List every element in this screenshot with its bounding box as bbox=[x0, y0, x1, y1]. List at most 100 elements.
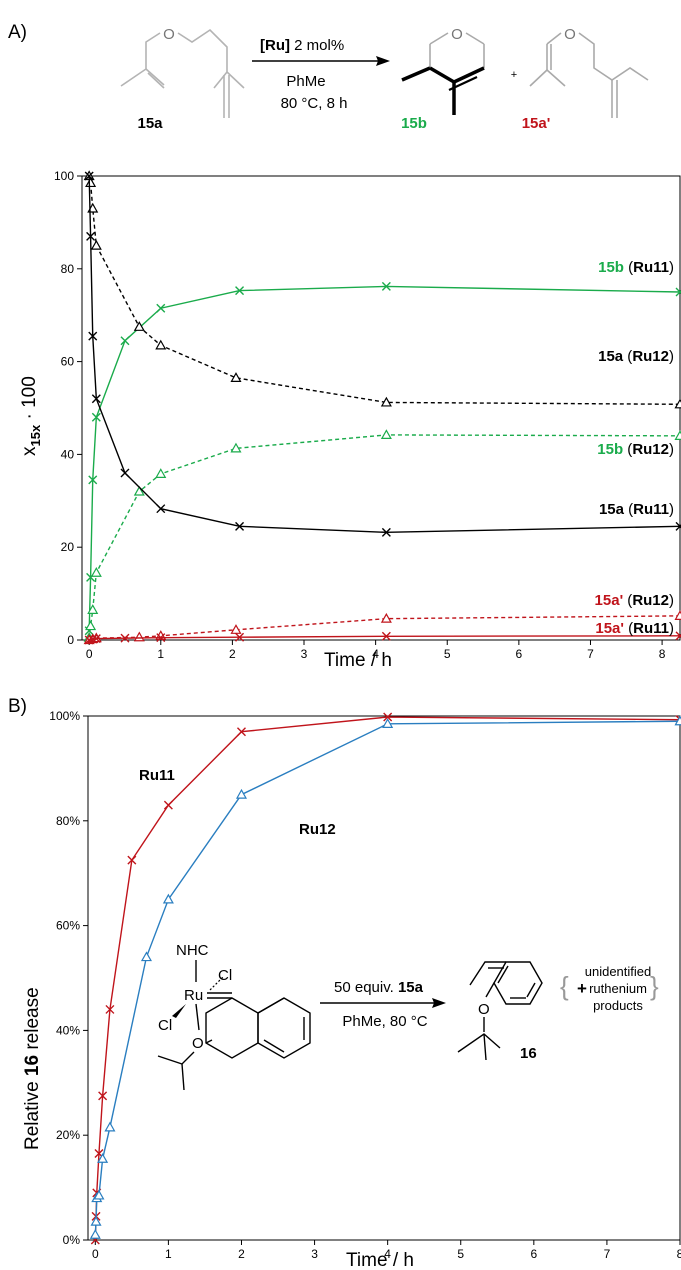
data-point bbox=[230, 372, 242, 382]
x-tick-label: 2 bbox=[229, 647, 236, 661]
data-point bbox=[133, 485, 145, 496]
y-tick-label: 60 bbox=[61, 355, 75, 369]
data-point bbox=[156, 633, 166, 643]
data-point bbox=[120, 336, 130, 346]
catalyst-nhc: NHC bbox=[176, 942, 209, 959]
catalyst-ru: Ru bbox=[184, 987, 203, 1004]
chart-a-series-labels: 15b (Ru11) 15a (Ru12) 15b (Ru12) 15a (Ru11)… bbox=[595, 259, 674, 637]
data-point bbox=[674, 715, 681, 726]
data-point bbox=[381, 631, 391, 641]
byproduct-15a-prime-label: 15a' bbox=[522, 115, 551, 132]
data-point bbox=[91, 634, 101, 644]
reactant-15a-label: 15a bbox=[137, 115, 163, 132]
data-point bbox=[674, 398, 681, 409]
data-point bbox=[162, 893, 174, 904]
data-point bbox=[105, 1004, 115, 1014]
x-tick-label: 6 bbox=[516, 647, 523, 661]
data-point bbox=[380, 612, 392, 623]
y-tick-label: 80 bbox=[61, 262, 75, 276]
chart-b-x-axis-label: Time / h bbox=[346, 1250, 414, 1270]
series-label: 15a' (Ru12) bbox=[595, 592, 674, 609]
series-label: 15b (Ru12) bbox=[597, 441, 674, 458]
data-point bbox=[89, 1229, 101, 1239]
x-tick-label: 5 bbox=[444, 647, 451, 661]
right-brace: } bbox=[650, 971, 659, 1001]
x-tick-label: 8 bbox=[677, 1247, 681, 1261]
chart-a-x-axis-label: Time / h bbox=[324, 650, 392, 671]
x-tick-label: 1 bbox=[157, 647, 164, 661]
catalyst-oxygen: O bbox=[192, 1035, 204, 1052]
scheme-conditions: 80 °C, 8 h bbox=[281, 95, 348, 112]
x-tick-label: 8 bbox=[659, 647, 666, 661]
y-tick-label: 20% bbox=[56, 1128, 80, 1142]
data-point bbox=[133, 321, 145, 331]
scheme-b-plus: + bbox=[577, 979, 587, 998]
scheme-b-conditions: PhMe, 80 °C bbox=[342, 1013, 427, 1030]
series-label: 15a (Ru11) bbox=[599, 501, 674, 518]
data-point bbox=[675, 631, 681, 641]
x-tick-label: 6 bbox=[530, 1247, 537, 1261]
scheme-plus: + bbox=[511, 69, 517, 81]
y-tick-label: 0 bbox=[67, 633, 74, 647]
x-tick-label: 7 bbox=[587, 647, 594, 661]
scheme-b-arrowhead bbox=[432, 998, 446, 1008]
series-label: 15b (Ru11) bbox=[598, 259, 674, 276]
y-tick-label: 100 bbox=[54, 169, 74, 183]
data-point bbox=[85, 620, 97, 631]
product-oxygen: O bbox=[451, 26, 463, 43]
x-tick-label: 7 bbox=[604, 1247, 611, 1261]
data-point bbox=[91, 394, 101, 404]
x-tick-label: 3 bbox=[311, 1247, 318, 1261]
x-tick-label: 1 bbox=[165, 1247, 172, 1261]
series-line-15b-ru11- bbox=[88, 285, 681, 631]
chart-a-series bbox=[83, 170, 681, 645]
chart-b-legend-ru11: Ru11 bbox=[139, 767, 175, 784]
x-tick-label: 5 bbox=[457, 1247, 464, 1261]
left-brace: { bbox=[560, 971, 569, 1001]
data-point bbox=[235, 632, 245, 642]
byproduct-15a-prime-structure bbox=[529, 32, 649, 118]
x-tick-label: 2 bbox=[238, 1247, 245, 1261]
data-point bbox=[380, 396, 392, 407]
series-line-15a-ru12- bbox=[88, 615, 681, 641]
data-point bbox=[97, 1153, 109, 1163]
x-tick-label: 3 bbox=[301, 647, 308, 661]
y-tick-label: 40% bbox=[56, 1023, 80, 1037]
catalyst-cl-top: Cl bbox=[218, 967, 232, 984]
data-point bbox=[380, 429, 392, 440]
data-point bbox=[133, 631, 145, 642]
data-point bbox=[163, 800, 173, 810]
data-point bbox=[155, 468, 167, 478]
unidentified-line-2: ruthenium bbox=[589, 981, 647, 996]
catalyst-cl-bottom: Cl bbox=[158, 1017, 172, 1034]
data-point bbox=[127, 855, 137, 865]
data-point bbox=[91, 412, 101, 422]
x-tick-label: 4 bbox=[372, 647, 379, 661]
series-label: 15a (Ru12) bbox=[598, 348, 674, 365]
data-point bbox=[104, 1121, 116, 1132]
data-point bbox=[675, 521, 681, 531]
scheme-b-reagent: 50 equiv. 15a bbox=[334, 979, 424, 996]
data-point bbox=[381, 527, 391, 537]
chart-b-y-axis-label: Relative 16 release bbox=[22, 987, 43, 1150]
product-16-oxygen: O bbox=[478, 1001, 490, 1018]
data-point bbox=[674, 610, 681, 620]
scheme-catalyst: [Ru] 2 mol% bbox=[260, 37, 344, 54]
data-point bbox=[675, 287, 681, 297]
y-tick-label: 0% bbox=[63, 1233, 81, 1247]
data-point bbox=[235, 521, 245, 531]
x-tick-label: 0 bbox=[86, 647, 93, 661]
x-tick-label: 4 bbox=[384, 1247, 391, 1261]
y-tick-label: 60% bbox=[56, 919, 80, 933]
reactant-15a-structure bbox=[120, 28, 245, 118]
series-line-15a-ru11- bbox=[88, 175, 681, 534]
scheme-solvent: PhMe bbox=[286, 73, 325, 90]
data-point bbox=[382, 718, 394, 728]
data-point bbox=[383, 712, 393, 722]
data-point bbox=[140, 951, 152, 962]
data-point bbox=[90, 239, 102, 250]
data-point bbox=[156, 303, 166, 313]
